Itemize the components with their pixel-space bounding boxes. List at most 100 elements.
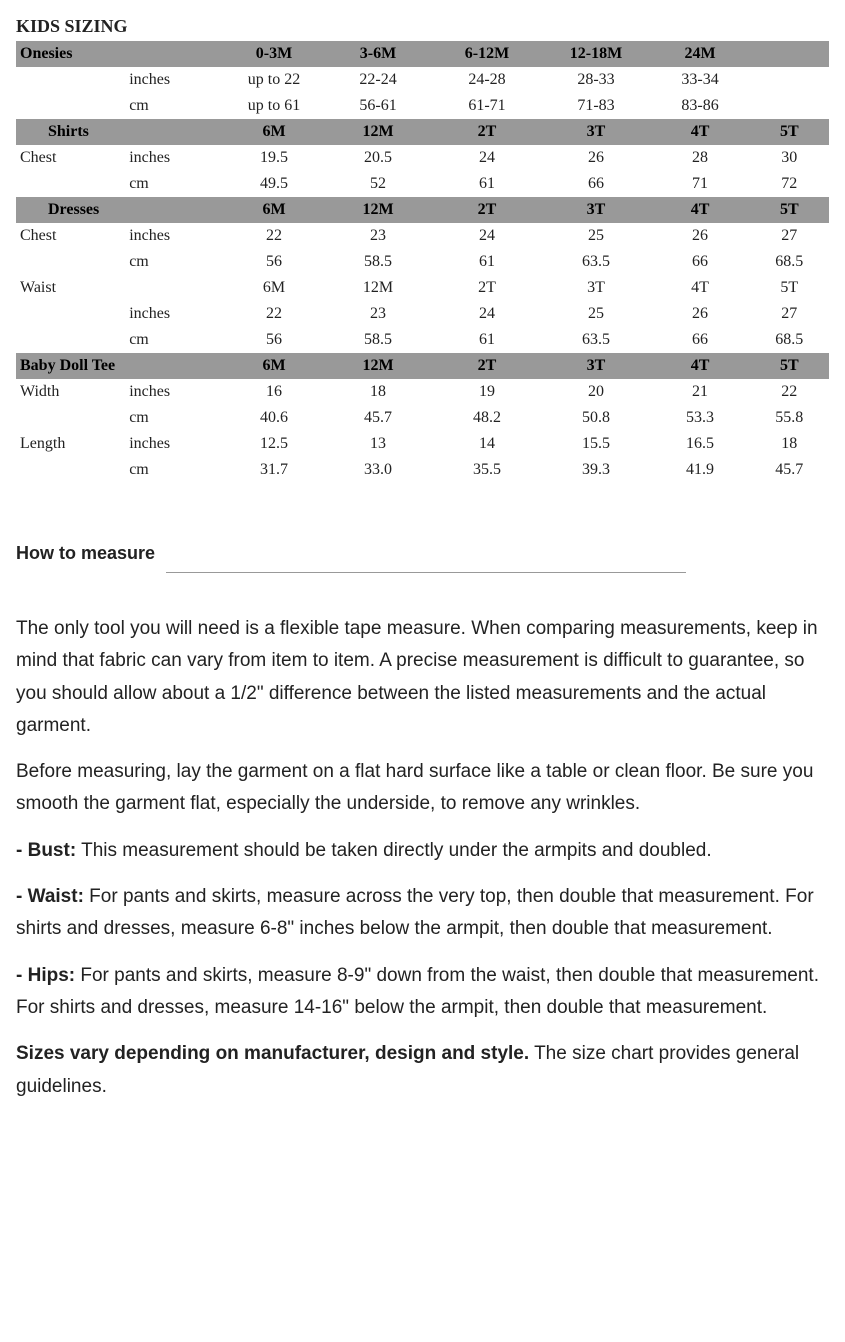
size-cell: 12M xyxy=(324,119,433,145)
data-cell: 66 xyxy=(650,249,749,275)
unit-label: inches xyxy=(125,223,224,249)
data-cell: 31.7 xyxy=(224,457,323,483)
size-cell: 6-12M xyxy=(433,41,542,67)
data-cell: 18 xyxy=(324,379,433,405)
table-row: cm 31.7 33.0 35.5 39.3 41.9 45.7 xyxy=(16,457,829,483)
size-cell: 4T xyxy=(650,275,749,301)
data-cell: 26 xyxy=(542,145,651,171)
data-cell: 26 xyxy=(650,301,749,327)
size-cell: 2T xyxy=(433,197,542,223)
size-cell: 4T xyxy=(650,119,749,145)
data-cell: 61 xyxy=(433,249,542,275)
data-cell: 61-71 xyxy=(433,93,542,119)
size-cell: 3T xyxy=(542,353,651,379)
row-label xyxy=(16,301,125,327)
onesies-header: Onesies 0-3M 3-6M 6-12M 12-18M 24M xyxy=(16,41,829,67)
data-cell: 58.5 xyxy=(324,327,433,353)
row-label xyxy=(16,249,125,275)
data-cell: 14 xyxy=(433,431,542,457)
table-row: cm 56 58.5 61 63.5 66 68.5 xyxy=(16,249,829,275)
row-label xyxy=(16,457,125,483)
data-cell: 27 xyxy=(750,223,829,249)
babydoll-header: Baby Doll Tee 6M 12M 2T 3T 4T 5T xyxy=(16,353,829,379)
data-cell: 24 xyxy=(433,223,542,249)
unit-label: cm xyxy=(125,171,224,197)
data-cell: 28-33 xyxy=(542,67,651,93)
row-label xyxy=(16,171,125,197)
size-cell xyxy=(750,41,829,67)
data-cell: 71 xyxy=(650,171,749,197)
size-cell: 3T xyxy=(542,275,651,301)
data-cell: 20 xyxy=(542,379,651,405)
data-cell xyxy=(750,93,829,119)
paragraph: - Bust: This measurement should be taken… xyxy=(16,835,829,867)
size-cell: 5T xyxy=(750,197,829,223)
size-cell: 2T xyxy=(433,353,542,379)
data-cell: 61 xyxy=(433,171,542,197)
data-cell: 24 xyxy=(433,301,542,327)
table-row: Length inches 12.5 13 14 15.5 16.5 18 xyxy=(16,431,829,457)
row-label: Chest xyxy=(16,223,125,249)
size-cell: 6M xyxy=(224,197,323,223)
row-label: Width xyxy=(16,379,125,405)
row-label xyxy=(16,327,125,353)
data-cell: 22-24 xyxy=(324,67,433,93)
shirts-section-label: Shirts xyxy=(16,119,224,145)
data-cell: 56 xyxy=(224,249,323,275)
data-cell: 23 xyxy=(324,301,433,327)
data-cell: 22 xyxy=(224,301,323,327)
data-cell xyxy=(750,67,829,93)
unit-label: cm xyxy=(125,327,224,353)
data-cell: 68.5 xyxy=(750,327,829,353)
data-cell: 66 xyxy=(650,327,749,353)
size-cell: 12M xyxy=(324,197,433,223)
data-cell: 53.3 xyxy=(650,405,749,431)
waist-text: For pants and skirts, measure across the… xyxy=(16,886,814,939)
waist-label: - Waist: xyxy=(16,886,84,907)
data-cell: 15.5 xyxy=(542,431,651,457)
how-to-measure-heading: How to measure xyxy=(16,543,829,564)
table-row: inches 22 23 24 25 26 27 xyxy=(16,301,829,327)
size-cell: 12M xyxy=(324,353,433,379)
divider xyxy=(166,572,686,573)
unit-label: cm xyxy=(125,405,224,431)
data-cell: up to 22 xyxy=(224,67,323,93)
unit-label: inches xyxy=(125,431,224,457)
data-cell: 12.5 xyxy=(224,431,323,457)
data-cell: 26 xyxy=(650,223,749,249)
waist-subheader: Waist 6M 12M 2T 3T 4T 5T xyxy=(16,275,829,301)
paragraph: - Waist: For pants and skirts, measure a… xyxy=(16,881,829,946)
size-cell: 6M xyxy=(224,119,323,145)
how-to-measure-body: The only tool you will need is a flexibl… xyxy=(16,613,829,1103)
table-row: inches up to 22 22-24 24-28 28-33 33-34 xyxy=(16,67,829,93)
data-cell: 48.2 xyxy=(433,405,542,431)
unit-label: inches xyxy=(125,301,224,327)
table-row: Chest inches 19.5 20.5 24 26 28 30 xyxy=(16,145,829,171)
data-cell: 22 xyxy=(224,223,323,249)
data-cell: 63.5 xyxy=(542,327,651,353)
data-cell: 61 xyxy=(433,327,542,353)
size-cell: 4T xyxy=(650,197,749,223)
data-cell: 56-61 xyxy=(324,93,433,119)
data-cell: 25 xyxy=(542,223,651,249)
row-label: Chest xyxy=(16,145,125,171)
unit-label: cm xyxy=(125,457,224,483)
data-cell: 16 xyxy=(224,379,323,405)
size-cell: 2T xyxy=(433,275,542,301)
data-cell: 72 xyxy=(750,171,829,197)
paragraph: The only tool you will need is a flexibl… xyxy=(16,613,829,742)
waist-label: Waist xyxy=(16,275,224,301)
note-bold: Sizes vary depending on manufacturer, de… xyxy=(16,1043,529,1064)
unit-label: cm xyxy=(125,93,224,119)
data-cell: 63.5 xyxy=(542,249,651,275)
kids-sizing-table: Onesies 0-3M 3-6M 6-12M 12-18M 24M inche… xyxy=(16,41,829,483)
data-cell: 55.8 xyxy=(750,405,829,431)
dresses-header: Dresses 6M 12M 2T 3T 4T 5T xyxy=(16,197,829,223)
paragraph: - Hips: For pants and skirts, measure 8-… xyxy=(16,960,829,1025)
data-cell: 33-34 xyxy=(650,67,749,93)
table-row: cm 49.5 52 61 66 71 72 xyxy=(16,171,829,197)
size-cell: 5T xyxy=(750,275,829,301)
data-cell: 33.0 xyxy=(324,457,433,483)
data-cell: 35.5 xyxy=(433,457,542,483)
table-row: cm 56 58.5 61 63.5 66 68.5 xyxy=(16,327,829,353)
